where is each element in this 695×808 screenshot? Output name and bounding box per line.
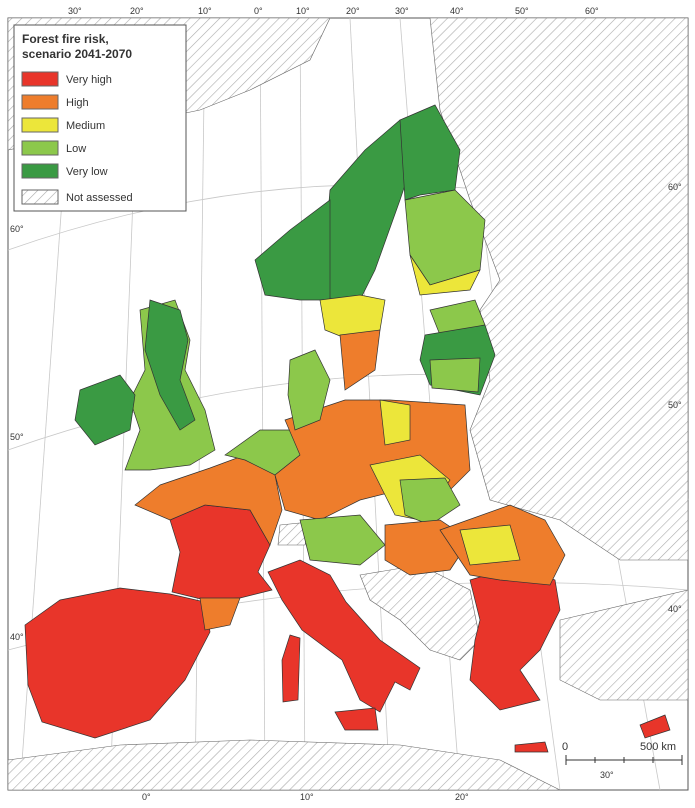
graticule-label: 30° xyxy=(600,770,614,780)
scale-end: 500 km xyxy=(640,741,676,753)
legend-title: Forest fire risk, xyxy=(22,32,109,46)
legend-swatch xyxy=(21,117,59,133)
graticule-label: 50° xyxy=(10,432,24,442)
legend-swatch xyxy=(21,94,59,110)
graticule-label: 0° xyxy=(142,792,151,802)
region xyxy=(299,514,386,566)
legend: Forest fire risk, scenario 2041-2070 Ver… xyxy=(13,24,187,212)
legend-swatch xyxy=(21,163,59,179)
risk-regions xyxy=(24,104,671,753)
legend-items: Very high High Medium Low Very low xyxy=(21,71,112,179)
legend-swatch xyxy=(21,189,59,205)
legend-label: Not assessed xyxy=(66,192,133,204)
graticule-label: 60° xyxy=(668,182,682,192)
scale-line xyxy=(565,755,683,765)
graticule-label: 20° xyxy=(455,792,469,802)
region xyxy=(399,477,461,526)
graticule-label: 40° xyxy=(450,6,464,16)
graticule-label: 10° xyxy=(296,6,310,16)
graticule-labels: 30° 20° 10° 0° 10° 20° 30° 40° 50° 60° 60° 50° 40° 60… xyxy=(10,6,682,802)
graticule-label: 20° xyxy=(346,6,360,16)
graticule-label: 40° xyxy=(10,632,24,642)
region xyxy=(281,634,301,703)
region xyxy=(24,587,211,739)
graticule-label: 60° xyxy=(585,6,599,16)
scale-start: 0 xyxy=(562,741,568,753)
region xyxy=(334,707,379,731)
region xyxy=(74,374,136,446)
graticule-label: 30° xyxy=(395,6,409,16)
graticule-label: 10° xyxy=(300,792,314,802)
region xyxy=(514,741,549,753)
legend-label: High xyxy=(66,97,89,109)
legend-label: Very high xyxy=(66,74,112,86)
region xyxy=(429,357,481,393)
graticule-label: 50° xyxy=(515,6,529,16)
legend-label: Low xyxy=(66,143,86,155)
region xyxy=(267,559,421,713)
region xyxy=(287,349,331,431)
scale-bar: 0 500 km xyxy=(562,741,683,765)
graticule-label: 40° xyxy=(668,604,682,614)
region xyxy=(144,299,196,431)
graticule-label: 50° xyxy=(668,400,682,410)
region xyxy=(339,329,381,391)
region xyxy=(199,597,241,631)
graticule-label: 10° xyxy=(198,6,212,16)
graticule-label: 60° xyxy=(10,224,24,234)
legend-swatch xyxy=(21,140,59,156)
region xyxy=(639,714,671,739)
region xyxy=(134,454,283,546)
graticule-label: 0° xyxy=(254,6,263,16)
legend-label: Medium xyxy=(66,120,105,132)
region xyxy=(409,254,481,296)
legend-swatch xyxy=(21,71,59,87)
region xyxy=(379,399,411,446)
graticule-label: 30° xyxy=(68,6,82,16)
legend-label: Very low xyxy=(66,166,108,178)
graticule-label: 20° xyxy=(130,6,144,16)
region xyxy=(459,524,521,566)
legend-title: scenario 2041-2070 xyxy=(22,47,132,61)
